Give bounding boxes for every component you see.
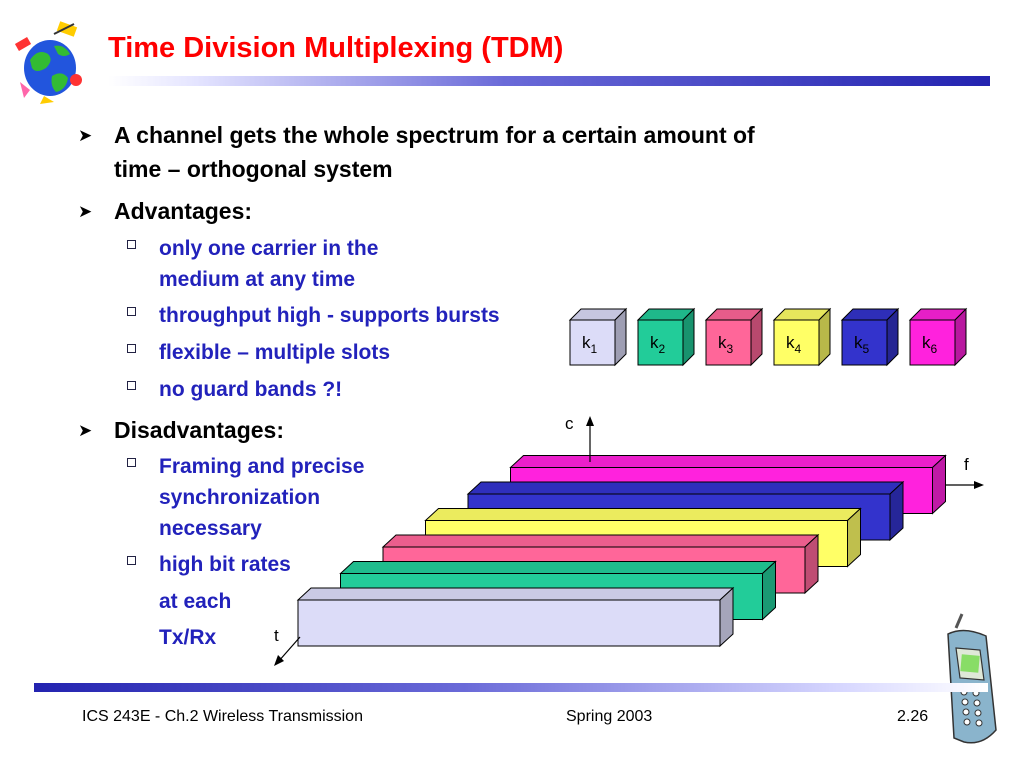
channel-label-base: k xyxy=(718,333,727,352)
slot-top-face xyxy=(466,481,905,495)
continuation-text: at each xyxy=(159,586,231,617)
slot-top-face xyxy=(381,534,820,548)
channel-label-base: k xyxy=(650,333,659,352)
cube-front-face xyxy=(841,319,888,366)
sub-bullet-item: only one carrier in the medium at any ti… xyxy=(127,233,379,295)
footer-page-number: 2.26 xyxy=(897,708,929,725)
bullet-square-icon xyxy=(127,344,136,353)
bullet-arrow-icon: ➤ xyxy=(78,421,93,440)
bullet-item: ➤ A channel gets the whole spectrum for … xyxy=(78,118,755,186)
channel-label-subscript: 4 xyxy=(795,342,802,356)
time-axis-label: t xyxy=(274,626,279,645)
slot-top-face xyxy=(296,587,735,601)
globe-satellite-logo-icon xyxy=(14,21,82,104)
sub-bullet-text: necessary xyxy=(159,517,262,540)
time-axis-arrowhead-icon xyxy=(274,655,284,666)
sub-bullet-text: high bit rates xyxy=(159,553,291,576)
bullet-square-icon xyxy=(127,381,136,390)
channel-label: k6 xyxy=(922,333,938,356)
channel-cube-k4: k4 xyxy=(772,307,832,367)
sub-bullet-text: flexible – multiple slots xyxy=(159,341,391,364)
sub-bullet-text: medium at any time xyxy=(159,268,356,291)
footer-course: ICS 243E - Ch.2 Wireless Transmission xyxy=(82,708,363,725)
channel-label: k2 xyxy=(650,333,666,356)
channel-label: k5 xyxy=(854,333,870,356)
frequency-axis-arrowhead-icon xyxy=(974,481,984,489)
bullet-text: time – orthogonal system xyxy=(114,156,393,182)
bullet-square-icon xyxy=(127,556,136,565)
bullet-text: Advantages: xyxy=(114,198,253,224)
slot-top-face xyxy=(509,455,947,468)
channel-label: k1 xyxy=(582,333,598,356)
slot-top-face xyxy=(339,561,777,574)
sub-bullet-text: at each xyxy=(159,590,232,613)
channel-label-subscript: 6 xyxy=(931,342,938,356)
cube-front-face xyxy=(637,319,684,366)
time-axis xyxy=(277,636,301,663)
channel-label-base: k xyxy=(582,333,591,352)
channel-label: k3 xyxy=(718,333,734,356)
bullet-text: Disadvantages: xyxy=(114,417,285,443)
cube-front-face xyxy=(909,319,956,366)
bullet-square-icon xyxy=(127,307,136,316)
bullet-arrow-icon: ➤ xyxy=(78,202,93,221)
bullet-arrow-icon: ➤ xyxy=(78,126,93,145)
channel-label-base: k xyxy=(854,333,863,352)
sub-bullet-item: no guard bands ?! xyxy=(127,374,343,405)
code-axis-label: c xyxy=(565,414,574,433)
channel-label-subscript: 3 xyxy=(727,342,734,356)
bullet-square-icon xyxy=(127,458,136,467)
slot-front-face xyxy=(297,599,721,647)
channel-label-subscript: 5 xyxy=(863,342,870,356)
code-axis-arrowhead-icon xyxy=(586,416,594,426)
mobile-phone-icon xyxy=(947,613,997,744)
sub-bullet-text: no guard bands ?! xyxy=(159,378,343,401)
channel-label-subscript: 1 xyxy=(591,342,598,356)
channel-label-subscript: 2 xyxy=(659,342,666,356)
channel-cube-k2: k2 xyxy=(636,307,696,367)
sub-bullet-item: Framing and precise synchronization nece… xyxy=(127,451,365,544)
frequency-axis-label: f xyxy=(964,455,969,474)
sub-bullet-text: throughput high - supports bursts xyxy=(159,304,500,327)
channel-legend: k1 k2 k3 k4 k5 k6 xyxy=(568,307,968,367)
sub-bullet-item: flexible – multiple slots xyxy=(127,337,391,368)
time-slot-k1 xyxy=(296,586,735,648)
channel-label-base: k xyxy=(922,333,931,352)
cube-front-face xyxy=(705,319,752,366)
axes: c f t xyxy=(274,414,984,666)
time-slot-stack xyxy=(296,454,947,648)
sub-bullet-text: Tx/Rx xyxy=(159,626,217,649)
sub-bullet-item: throughput high - supports bursts xyxy=(127,300,500,331)
channel-cube-k6: k6 xyxy=(908,307,968,367)
title-underline xyxy=(108,76,990,86)
channel-cube-k1: k1 xyxy=(568,307,628,367)
cube-front-face xyxy=(569,319,616,366)
footer-term: Spring 2003 xyxy=(566,708,653,725)
slide-title: Time Division Multiplexing (TDM) xyxy=(108,32,564,64)
sub-bullet-text: Framing and precise xyxy=(159,455,365,478)
channel-cube-k5: k5 xyxy=(840,307,900,367)
bullet-item: ➤ Disadvantages: xyxy=(78,413,285,447)
channel-cube-k3: k3 xyxy=(704,307,764,367)
channel-label: k4 xyxy=(786,333,802,356)
bullet-text: A channel gets the whole spectrum for a … xyxy=(114,122,755,148)
footer-rule xyxy=(34,683,988,692)
bullet-item: ➤ Advantages: xyxy=(78,194,253,228)
channel-label-base: k xyxy=(786,333,795,352)
cube-front-face xyxy=(773,319,820,366)
bullet-square-icon xyxy=(127,240,136,249)
sub-bullet-text: only one carrier in the xyxy=(159,237,379,260)
sub-bullet-item: high bit rates xyxy=(127,549,291,580)
sub-bullet-text: synchronization xyxy=(159,486,321,509)
continuation-text: Tx/Rx xyxy=(159,622,216,653)
slot-top-face xyxy=(424,508,862,521)
